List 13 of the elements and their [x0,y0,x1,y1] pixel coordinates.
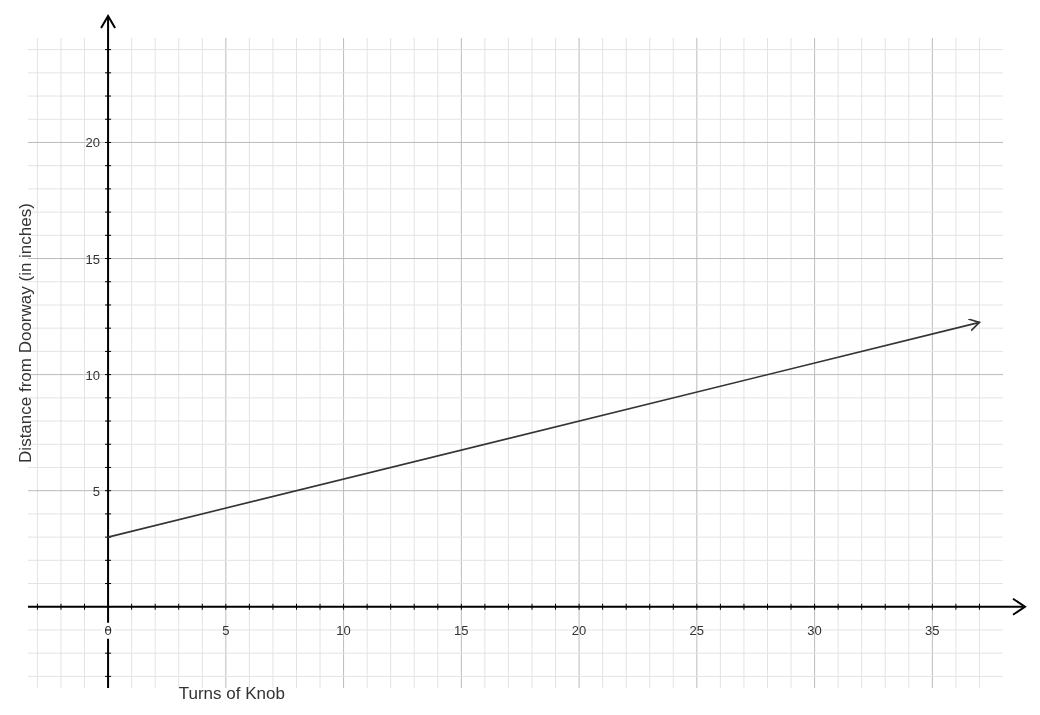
y-tick-label: 20 [85,135,101,151]
y-tick-label: 5 [92,483,101,499]
x-tick-label: 30 [807,622,822,638]
x-tick-label: 35 [925,622,940,638]
x-tick-label: 10 [336,622,351,638]
y-tick-label: 10 [85,367,101,383]
y-tick-label: 15 [85,251,101,267]
x-tick-label: 15 [454,622,469,638]
x-axis-title: Turns of Knob [178,684,285,703]
x-tick-label: 5 [222,622,230,638]
x-tick-label: 20 [571,622,587,638]
y-axis-title: Distance from Doorway (in inches) [16,203,35,463]
x-tick-label: 25 [689,622,705,638]
